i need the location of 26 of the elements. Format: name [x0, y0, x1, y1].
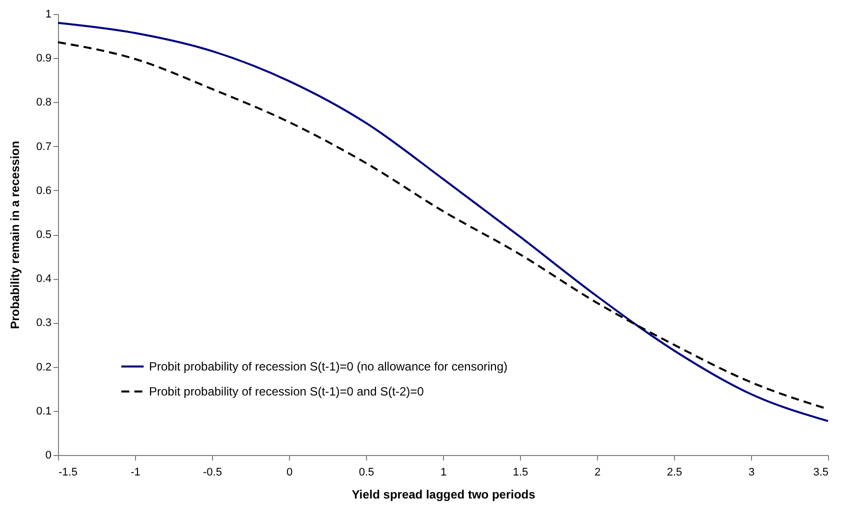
x-tick-label: 1.5	[512, 466, 528, 478]
x-axis-title: Yield spread lagged two periods	[352, 488, 536, 502]
y-tick-label: 0.6	[36, 184, 52, 197]
y-tick-label: 0.8	[36, 96, 52, 109]
x-tick-label: -0.5	[203, 466, 222, 478]
y-tick-label: 0.5	[36, 229, 52, 241]
x-tick-label: 3.5	[813, 466, 828, 478]
x-tick-label: 1	[440, 466, 447, 478]
y-axis-title: Probability remain in a recession	[8, 140, 22, 330]
legend-label: Probit probability of recession S(t-1)=0 and S(t-2)=0	[149, 384, 424, 398]
y-tick-label: 1	[45, 8, 52, 20]
y-tick-label: 0.1	[36, 405, 52, 418]
y-tick-label: 0.4	[36, 273, 52, 286]
x-tick-label: 3	[748, 466, 755, 478]
y-tick-label: 0.9	[36, 52, 52, 65]
x-tick-label: -1	[130, 466, 140, 478]
x-tick-label: 0	[286, 466, 293, 478]
x-tick-label: 2	[594, 466, 601, 478]
y-tick-label: 0	[45, 450, 52, 462]
x-tick-label: -1.5	[58, 466, 78, 478]
y-tick-label: 0.2	[36, 361, 52, 374]
y-tick-label: 0.3	[36, 317, 52, 330]
x-tick-label: 0.5	[358, 466, 374, 478]
y-tick-label: 0.7	[36, 140, 52, 153]
legend-label: Probit probability of recession S(t-1)=0 (no allowance for censoring)	[149, 360, 508, 374]
x-tick-label: 2.5	[666, 466, 682, 478]
